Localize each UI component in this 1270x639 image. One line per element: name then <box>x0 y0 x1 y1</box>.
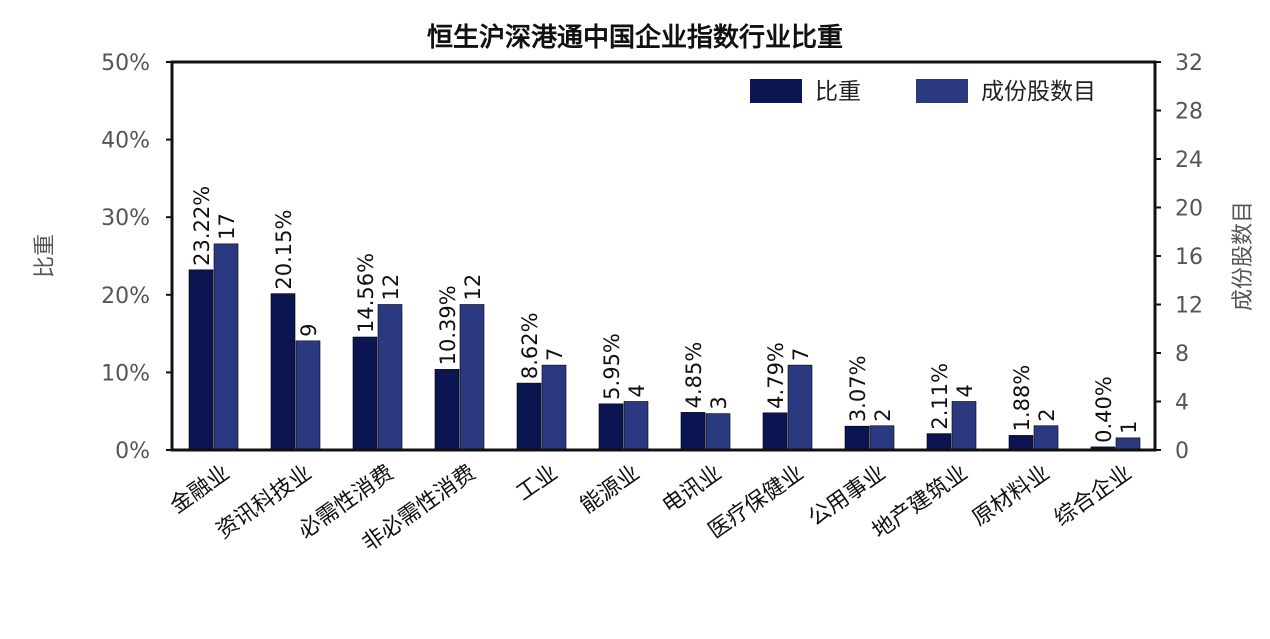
data-label-weight: 23.22% <box>190 186 214 266</box>
bar-weight <box>188 269 214 451</box>
legend-label-count: 成份股数目 <box>981 79 1096 105</box>
left-tick-label: 0% <box>115 439 150 464</box>
bar-weight <box>598 403 624 451</box>
category-label: 金融业 <box>166 460 234 518</box>
legend-swatch-weight <box>750 79 802 103</box>
bar-count <box>787 364 813 451</box>
data-label-weight: 4.79% <box>764 342 788 409</box>
legend-swatch-count <box>916 79 968 103</box>
data-label-count: 7 <box>543 348 567 361</box>
data-label-count: 12 <box>461 274 485 301</box>
bar-count <box>541 364 567 451</box>
right-tick-label: 8 <box>1175 342 1189 367</box>
data-label-count: 9 <box>297 324 321 337</box>
data-label-count: 3 <box>707 396 731 409</box>
bar-count <box>295 340 321 451</box>
category-label: 综合企业 <box>1050 460 1136 531</box>
bar-count <box>951 401 977 451</box>
data-label-count: 12 <box>379 274 403 301</box>
data-label-weight: 0.40% <box>1092 376 1116 443</box>
bar-count <box>213 243 239 451</box>
bar-count <box>705 413 731 451</box>
data-label-count: 17 <box>215 213 239 240</box>
left-tick-label: 40% <box>101 129 150 154</box>
bar-count <box>459 304 485 451</box>
bar-weight <box>680 412 706 451</box>
data-label-count: 1 <box>1117 421 1141 434</box>
y-axis-label: 比重 <box>33 234 58 278</box>
data-label-weight: 14.56% <box>354 253 378 333</box>
left-tick-label: 30% <box>101 206 150 231</box>
data-label-weight: 10.39% <box>436 285 460 365</box>
right-tick-label: 0 <box>1175 439 1189 464</box>
data-label-weight: 8.62% <box>518 312 542 379</box>
bar-weight <box>926 433 952 451</box>
category-label: 工业 <box>512 460 562 506</box>
data-label-weight: 2.11% <box>928 363 952 430</box>
bar-weight <box>352 336 378 451</box>
bar-weight <box>762 412 788 451</box>
right-tick-label: 24 <box>1175 148 1203 173</box>
bar-count <box>377 304 403 451</box>
data-label-count: 7 <box>789 348 813 361</box>
data-label-weight: 3.07% <box>846 355 870 422</box>
category-label: 能源业 <box>576 460 644 518</box>
data-label-count: 2 <box>1035 408 1059 421</box>
data-label-weight: 5.95% <box>600 333 624 400</box>
bar-count <box>1115 437 1141 451</box>
bar-count <box>623 401 649 451</box>
data-label-count: 2 <box>871 408 895 421</box>
y2-axis-label: 成份股数目 <box>1231 201 1256 311</box>
legend-label-weight: 比重 <box>815 79 861 105</box>
right-tick-label: 32 <box>1175 51 1203 76</box>
category-label: 原材料业 <box>968 460 1054 531</box>
data-label-count: 4 <box>953 384 977 397</box>
bar-weight <box>844 425 870 451</box>
right-tick-label: 20 <box>1175 197 1203 222</box>
right-tick-label: 28 <box>1175 100 1203 125</box>
data-label-weight: 4.85% <box>682 342 706 409</box>
left-tick-label: 20% <box>101 284 150 309</box>
category-label: 电讯业 <box>658 460 726 518</box>
bar-weight <box>1008 435 1034 451</box>
data-label-count: 4 <box>625 384 649 397</box>
bar-count <box>869 425 895 451</box>
bar-count <box>1033 425 1059 451</box>
left-tick-label: 10% <box>101 361 150 386</box>
bar-weight <box>270 293 296 451</box>
right-tick-label: 4 <box>1175 391 1189 416</box>
right-tick-label: 16 <box>1175 245 1203 270</box>
bar-weight <box>434 369 460 451</box>
data-label-weight: 20.15% <box>272 210 296 290</box>
chart-title: 恒生沪深港通中国企业指数行业比重 <box>427 22 843 53</box>
left-tick-label: 50% <box>101 51 150 76</box>
data-label-weight: 1.88% <box>1010 365 1034 432</box>
right-tick-label: 12 <box>1175 294 1203 319</box>
bar-weight <box>516 382 542 451</box>
